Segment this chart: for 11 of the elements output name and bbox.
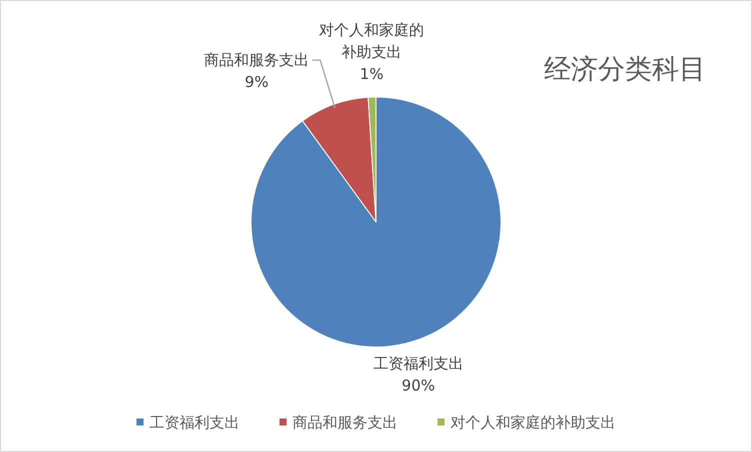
data-label: 90% bbox=[402, 376, 436, 394]
legend-label: 工资福利支出 bbox=[150, 414, 240, 432]
legend-label: 对个人和家庭的补助支出 bbox=[450, 414, 616, 432]
slice-label: 对个人和家庭的补助支出 bbox=[319, 21, 424, 62]
data-label: 1% bbox=[360, 65, 384, 84]
data-label: 9% bbox=[244, 73, 269, 92]
slice-label: 工资福利支出 bbox=[373, 354, 464, 372]
slice-label: 商品和服务支出 bbox=[204, 51, 310, 70]
text: 经济分类科目 bbox=[544, 54, 706, 85]
legend-label: 商品和服务支出 bbox=[292, 414, 398, 432]
pie-slice bbox=[250, 96, 502, 348]
